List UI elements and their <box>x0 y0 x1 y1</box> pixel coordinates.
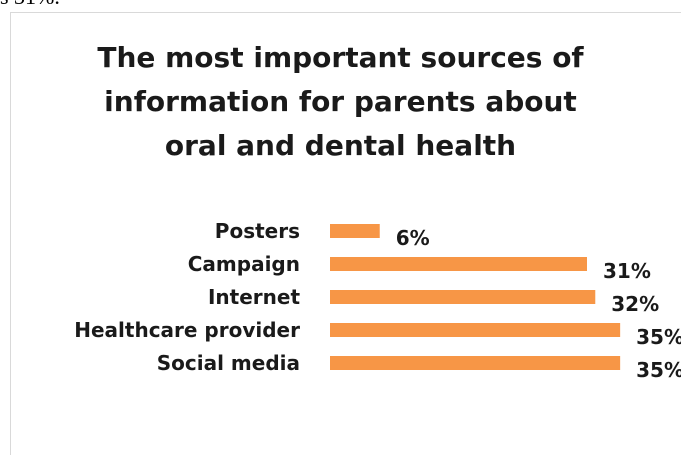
chart-title-line-2: information for parents about <box>104 85 577 118</box>
value-label: 32% <box>611 292 659 316</box>
chart-title-line-3: oral and dental health <box>164 129 517 162</box>
value-label: 35% <box>636 358 681 382</box>
category-label: Social media <box>157 351 300 375</box>
bar <box>330 356 621 370</box>
chart-title-line-1: The most important sources of <box>97 41 584 74</box>
category-label: Posters <box>215 219 300 243</box>
chart-title: The most important sources of informatio… <box>0 36 681 168</box>
value-label: 31% <box>603 259 651 283</box>
bar <box>330 323 621 337</box>
category-label: Healthcare provider <box>74 318 300 342</box>
bar <box>330 290 596 304</box>
value-label: 35% <box>636 325 681 349</box>
value-label: 6% <box>396 226 430 250</box>
bar <box>330 257 587 271</box>
clipped-body-text: s 31%. <box>0 0 60 8</box>
bar <box>330 224 380 238</box>
category-label: Campaign <box>188 252 300 276</box>
category-label: Internet <box>208 285 300 309</box>
